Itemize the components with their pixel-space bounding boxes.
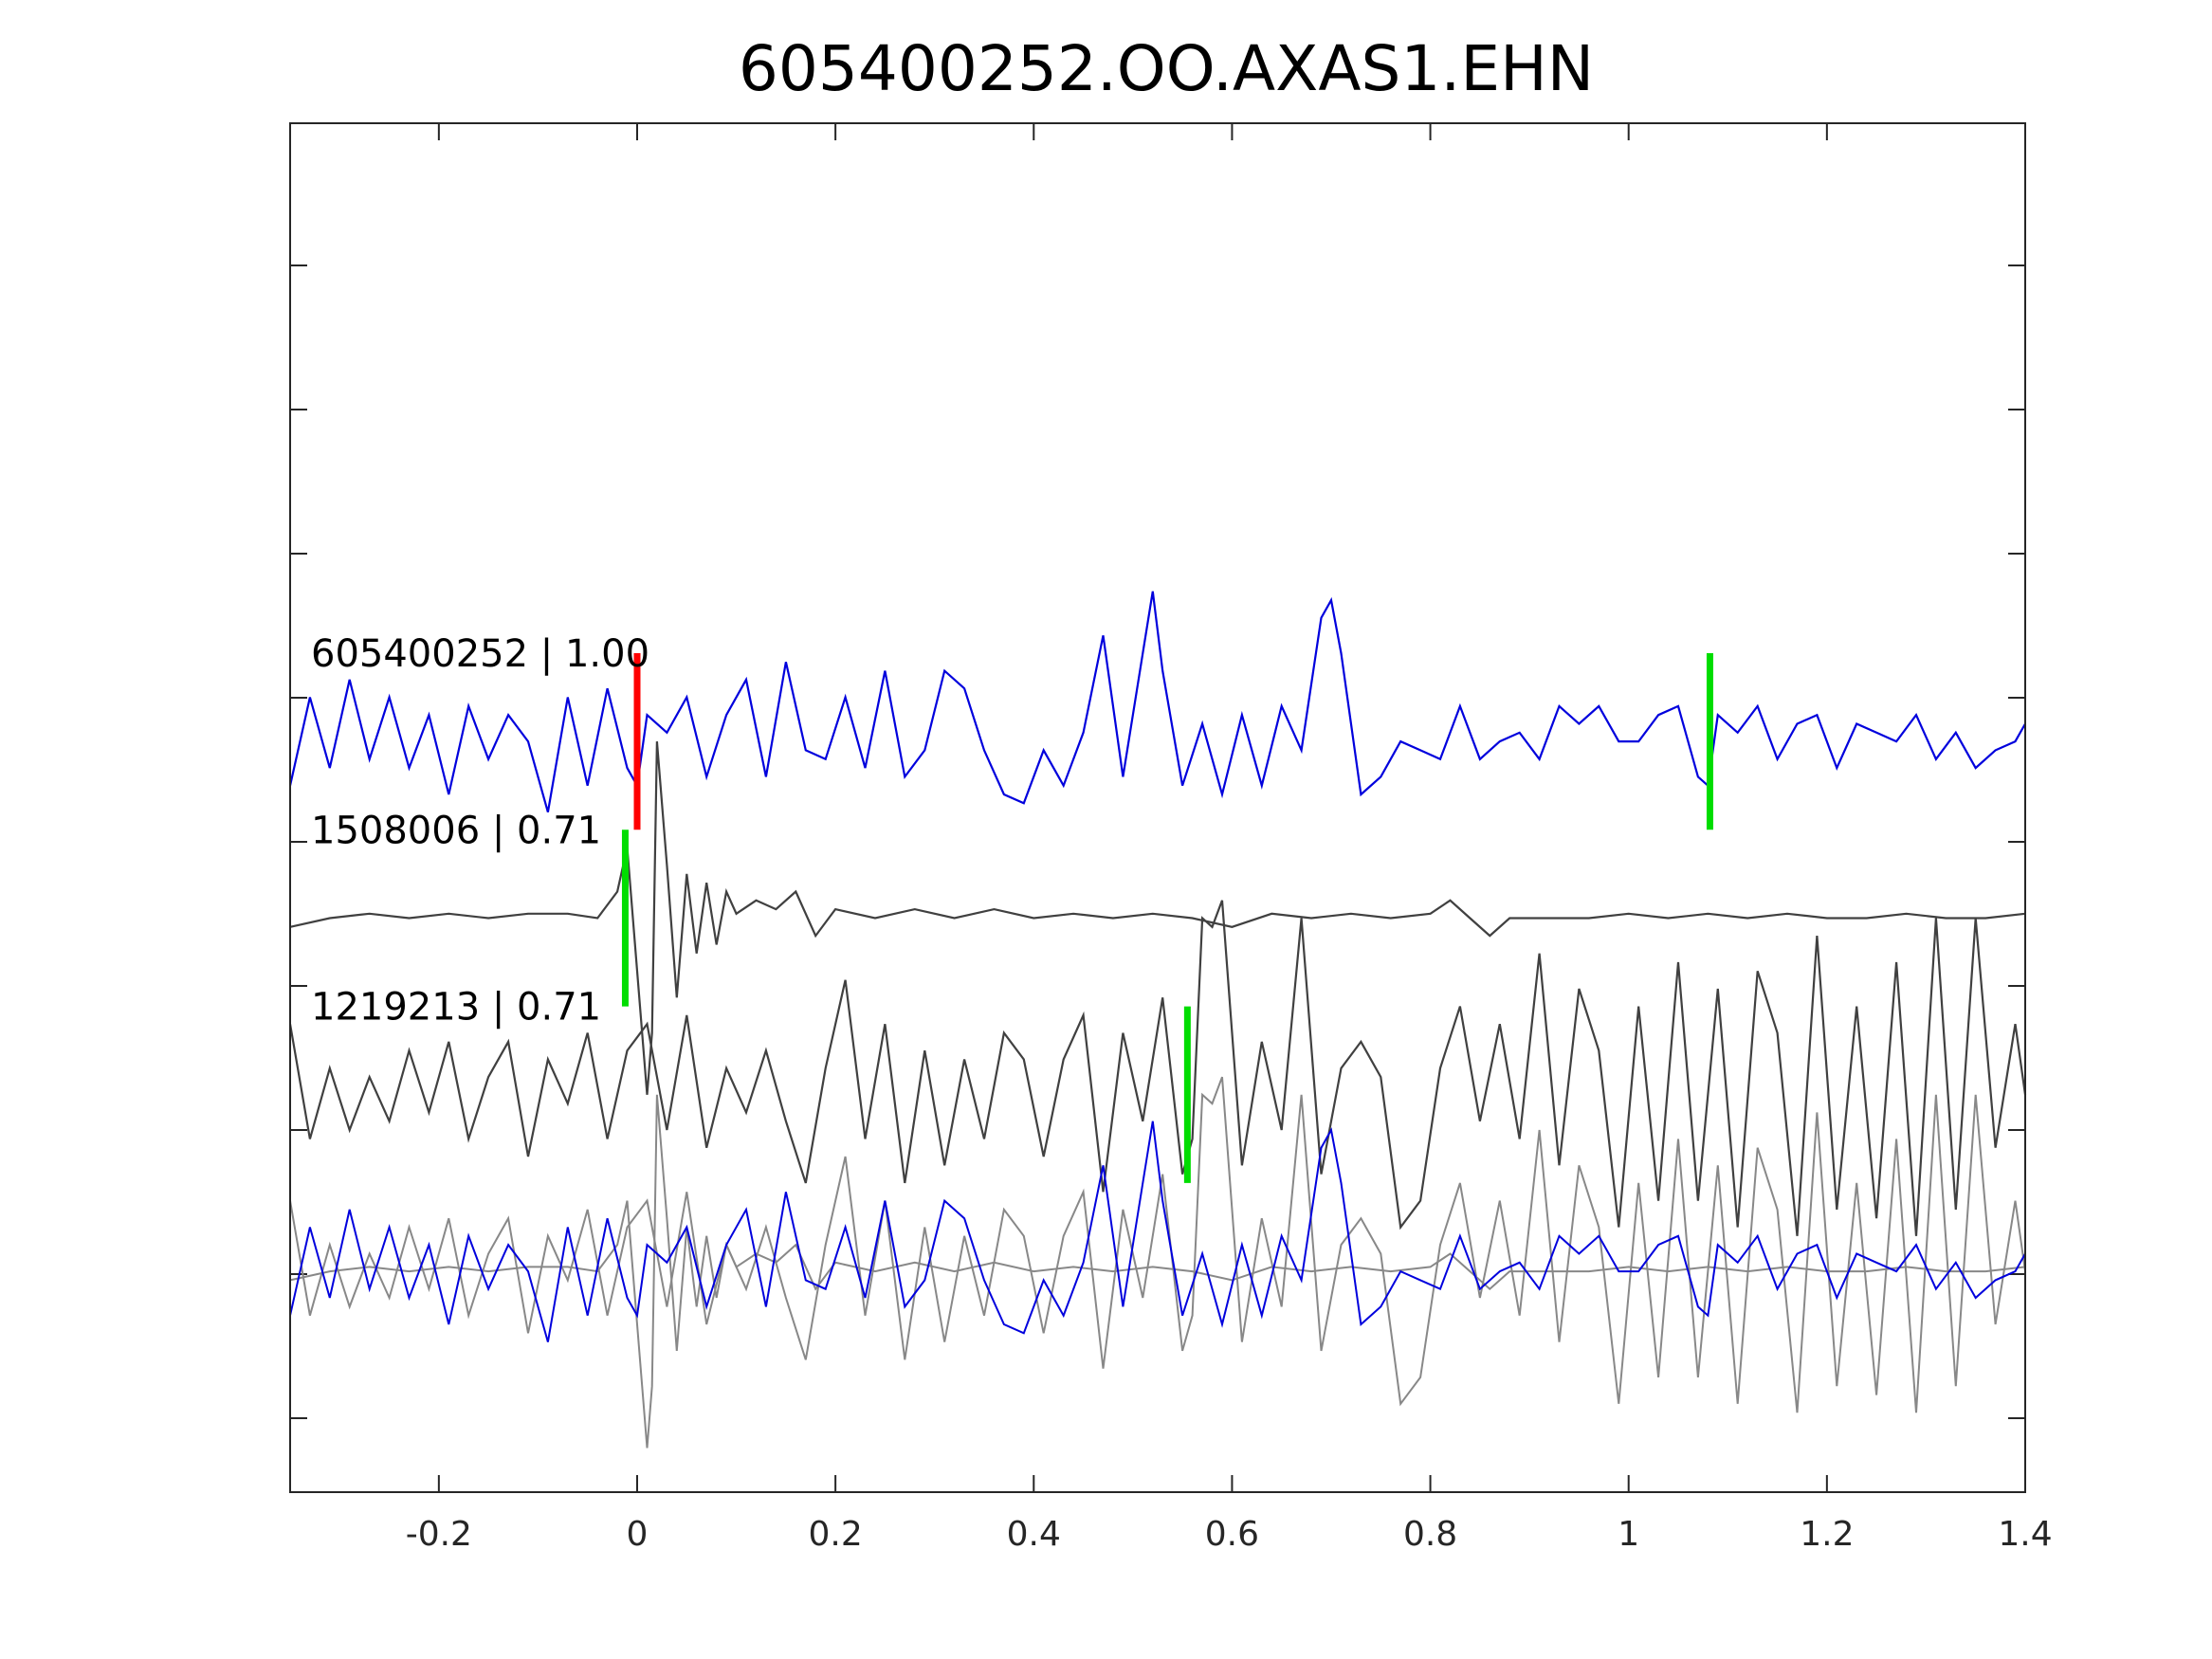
overlay-trace-0-line [289,1121,2026,1342]
overlay-trace-1-line [289,1094,2026,1449]
x-tick-label-6: 1 [1618,1515,1639,1554]
trace-label-2: 1219213 | 0.71 [311,986,601,1030]
x-tick-label-5: 0.8 [1403,1515,1457,1554]
chart-title: 605400252.OO.AXAS1.EHN [739,32,1594,105]
x-tick-label-1: 0 [627,1515,649,1554]
x-tick-labels: -0.2 0 0.2 0.4 0.6 0.8 1 1.2 1.4 [406,1515,2053,1554]
trace-labels-group: 605400252 | 1.00 1508006 | 0.71 1219213 | … [311,632,649,1030]
trace-2-line [288,900,2027,1236]
overlay-trace-2-line [289,1076,2026,1413]
trace-0-line [288,591,2026,812]
x-tick-label-2: 0.2 [809,1515,863,1554]
x-tick-label-7: 1.2 [1800,1515,1854,1554]
trace-label-1: 1508006 | 0.71 [311,809,601,852]
x-tick-label-4: 0.6 [1205,1515,1259,1554]
x-tick-label-3: 0.4 [1007,1515,1061,1554]
x-tick-label-0: -0.2 [406,1515,472,1554]
trace-label-0: 605400252 | 1.00 [311,632,649,676]
axis-ticks [290,123,2026,1492]
x-tick-label-8: 1.4 [1998,1515,2052,1554]
picks-group [621,652,1713,1183]
axes-box [289,122,2026,1493]
